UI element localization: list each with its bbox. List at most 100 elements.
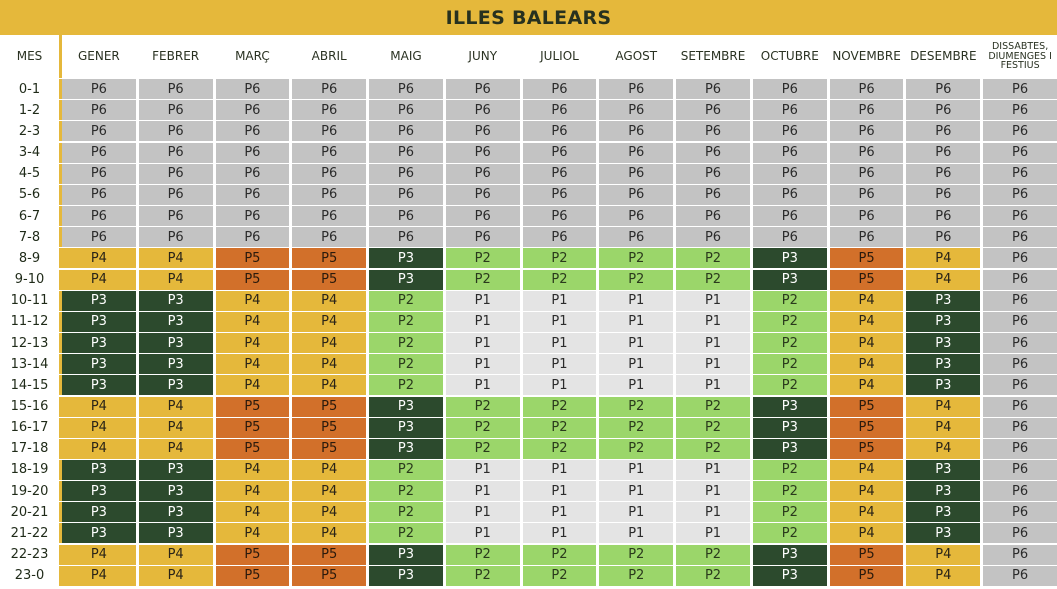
period-cell: P4 (906, 248, 981, 269)
period-cell: P6 (983, 79, 1057, 100)
period-cell: P6 (599, 142, 674, 163)
hour-range-label: 23-0 (0, 565, 62, 586)
period-cell: P6 (983, 438, 1057, 459)
period-cell: P6 (369, 142, 443, 163)
period-cell: P1 (599, 375, 674, 396)
period-cell: P6 (983, 163, 1057, 184)
period-cell: P6 (138, 79, 213, 100)
column-header: SETEMBRE (676, 35, 750, 78)
period-cell: P6 (676, 227, 750, 248)
period-cell: P4 (829, 523, 904, 544)
period-cell: P1 (599, 333, 674, 354)
period-cell: P6 (752, 206, 827, 227)
period-cell: P6 (599, 206, 674, 227)
tariff-period-table: MES GENER FEBRER MARÇ ABRIL MAIG JUNY JULIOL AGO… (0, 35, 1057, 586)
period-cell: P2 (752, 311, 827, 332)
period-cell: P3 (369, 417, 443, 438)
hour-range-label: 22-23 (0, 544, 62, 565)
period-cell: P6 (752, 227, 827, 248)
column-header: MARÇ (215, 35, 290, 78)
period-cell: P2 (522, 417, 597, 438)
period-cell: P6 (138, 184, 213, 205)
period-cell: P6 (983, 142, 1057, 163)
period-cell: P5 (292, 544, 367, 565)
period-cell: P5 (215, 248, 290, 269)
period-cell: P2 (522, 438, 597, 459)
period-cell: P5 (829, 248, 904, 269)
period-cell: P1 (676, 333, 750, 354)
period-cell: P2 (676, 438, 750, 459)
period-cell: P6 (215, 142, 290, 163)
period-cell: P6 (983, 565, 1057, 586)
period-cell: P2 (676, 565, 750, 586)
period-cell: P4 (215, 375, 290, 396)
period-cell: P6 (983, 502, 1057, 523)
period-cell: P4 (138, 248, 213, 269)
period-cell: P3 (62, 523, 136, 544)
period-cell: P3 (906, 523, 981, 544)
period-cell: P4 (906, 438, 981, 459)
period-cell: P6 (369, 206, 443, 227)
period-cell: P6 (369, 227, 443, 248)
period-cell: P2 (599, 438, 674, 459)
period-cell: P6 (62, 121, 136, 142)
period-cell: P4 (292, 354, 367, 375)
period-cell: P6 (983, 523, 1057, 544)
column-header: DESEMBRE (906, 35, 981, 78)
period-cell: P4 (906, 544, 981, 565)
period-cell: P6 (829, 100, 904, 121)
period-cell: P6 (599, 227, 674, 248)
period-cell: P4 (829, 290, 904, 311)
period-cell: P4 (62, 248, 136, 269)
period-cell: P6 (445, 142, 520, 163)
period-cell: P5 (215, 417, 290, 438)
period-cell: P6 (62, 206, 136, 227)
period-cell: P3 (62, 290, 136, 311)
period-cell: P6 (138, 142, 213, 163)
period-cell: P2 (369, 459, 443, 480)
period-cell: P6 (676, 206, 750, 227)
period-cell: P1 (676, 459, 750, 480)
hour-range-label: 6-7 (0, 206, 62, 227)
period-cell: P4 (829, 481, 904, 502)
period-cell: P6 (676, 142, 750, 163)
column-header: JULIOL (522, 35, 597, 78)
period-cell: P4 (138, 565, 213, 586)
period-cell: P3 (752, 248, 827, 269)
period-cell: P5 (215, 269, 290, 290)
period-cell: P6 (522, 163, 597, 184)
hour-range-label: 11-12 (0, 311, 62, 332)
period-cell: P3 (138, 459, 213, 480)
period-cell: P6 (138, 121, 213, 142)
period-cell: P6 (369, 121, 443, 142)
period-cell: P6 (369, 100, 443, 121)
period-cell: P6 (138, 227, 213, 248)
period-cell: P3 (369, 269, 443, 290)
period-cell: P6 (752, 121, 827, 142)
period-cell: P4 (292, 375, 367, 396)
period-cell: P5 (292, 417, 367, 438)
period-cell: P1 (445, 523, 520, 544)
period-cell: P6 (983, 269, 1057, 290)
period-cell: P3 (62, 481, 136, 502)
period-cell: P6 (676, 121, 750, 142)
period-cell: P2 (369, 481, 443, 502)
period-cell: P2 (522, 396, 597, 417)
period-cell: P2 (599, 269, 674, 290)
period-cell: P4 (215, 459, 290, 480)
period-cell: P2 (599, 396, 674, 417)
period-cell: P4 (292, 502, 367, 523)
hour-range-label: 1-2 (0, 100, 62, 121)
period-cell: P2 (369, 290, 443, 311)
period-cell: P6 (983, 290, 1057, 311)
period-cell: P6 (445, 100, 520, 121)
period-cell: P6 (62, 79, 136, 100)
period-cell: P5 (292, 269, 367, 290)
period-cell: P6 (62, 227, 136, 248)
column-header: AGOST (599, 35, 674, 78)
period-cell: P4 (215, 354, 290, 375)
hour-range-label: 9-10 (0, 269, 62, 290)
period-cell: P6 (983, 333, 1057, 354)
period-cell: P4 (138, 396, 213, 417)
period-cell: P2 (676, 396, 750, 417)
